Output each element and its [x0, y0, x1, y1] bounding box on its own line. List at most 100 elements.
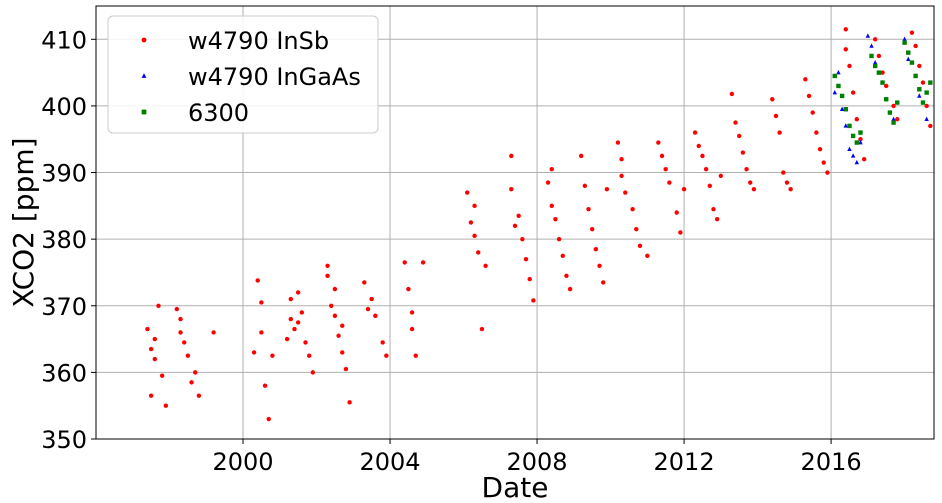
data-point	[659, 153, 665, 159]
legend-marker	[141, 37, 147, 43]
data-point	[884, 97, 889, 102]
data-point	[509, 186, 514, 192]
data-point	[560, 253, 565, 259]
data-point	[527, 276, 532, 282]
y-tick-label: 410	[41, 26, 87, 54]
data-point	[556, 236, 562, 242]
data-point	[586, 206, 591, 212]
data-point	[861, 157, 867, 162]
legend-marker	[141, 109, 147, 115]
data-point	[839, 106, 845, 112]
data-point	[465, 190, 470, 195]
data-point	[858, 139, 863, 145]
data-point	[707, 183, 712, 189]
data-point	[270, 353, 275, 358]
data-point	[512, 223, 518, 229]
data-point	[472, 233, 477, 239]
y-tick-label: 350	[41, 426, 87, 454]
data-point	[858, 130, 863, 135]
data-point	[714, 216, 720, 222]
data-point	[740, 150, 746, 155]
data-point	[380, 340, 385, 345]
data-point	[681, 186, 687, 192]
data-point	[880, 70, 885, 75]
data-point	[839, 93, 845, 99]
data-point	[674, 210, 679, 215]
data-point	[373, 313, 378, 318]
data-point	[850, 153, 856, 158]
data-point	[597, 263, 602, 268]
data-point	[854, 117, 860, 122]
data-point	[692, 130, 698, 135]
data-point	[836, 83, 841, 89]
y-axis-title: XCO2 [ppm]	[7, 137, 40, 307]
legend: w4790 InSb w4790 InGaAs 6300	[107, 15, 379, 134]
data-point	[729, 91, 735, 97]
data-point	[869, 43, 874, 48]
data-point	[262, 383, 268, 388]
data-point	[152, 356, 158, 362]
data-point	[523, 256, 529, 262]
data-point	[869, 53, 874, 59]
x-axis-title: Date	[482, 471, 549, 503]
data-point	[773, 113, 779, 119]
data-point	[924, 90, 929, 95]
data-point	[409, 326, 415, 332]
data-point	[531, 298, 536, 303]
data-point	[259, 330, 264, 335]
legend-label: w4790 InSb	[188, 27, 329, 55]
data-point	[854, 140, 860, 145]
data-point	[924, 103, 929, 109]
data-point	[770, 97, 775, 102]
data-point	[310, 370, 316, 375]
data-point	[718, 173, 724, 179]
data-point	[193, 370, 198, 375]
data-point	[578, 153, 584, 159]
data-point	[696, 143, 701, 149]
plot-frame	[95, 5, 935, 440]
x-tick-label: 2016	[801, 448, 862, 476]
data-point	[887, 110, 893, 115]
data-point	[751, 186, 757, 192]
data-point	[872, 59, 878, 65]
data-point	[902, 40, 907, 45]
data-point	[332, 313, 338, 318]
data-point	[182, 340, 187, 345]
data-point	[156, 303, 161, 308]
data-point	[817, 147, 823, 152]
data-point	[288, 296, 293, 302]
x-tick-label: 2008	[507, 448, 568, 476]
data-point	[343, 366, 349, 372]
data-point	[604, 186, 610, 192]
data-point	[189, 380, 194, 385]
data-point	[145, 326, 150, 332]
data-point	[516, 213, 521, 219]
data-point	[825, 170, 830, 175]
data-point	[906, 50, 911, 55]
data-point	[913, 73, 918, 79]
series-triangle	[832, 33, 929, 165]
data-point	[917, 63, 922, 69]
data-point	[623, 190, 628, 195]
x-axis-ticks: 2000 2004 2008 2012 2016	[212, 439, 862, 476]
data-point	[656, 140, 661, 145]
y-tick-label: 370	[41, 293, 87, 321]
data-point	[744, 167, 749, 172]
data-point	[634, 226, 639, 232]
data-point	[854, 159, 860, 165]
data-point	[700, 153, 705, 159]
data-point	[843, 47, 848, 52]
data-point	[549, 203, 554, 209]
data-point	[292, 326, 297, 332]
data-point	[917, 87, 922, 92]
data-point	[483, 263, 488, 268]
data-point	[733, 120, 738, 125]
data-point	[737, 133, 742, 139]
y-tick-label: 380	[41, 226, 87, 254]
data-point	[884, 83, 889, 89]
data-point	[340, 350, 345, 355]
data-point	[564, 273, 569, 278]
legend-marker	[141, 73, 147, 78]
data-point	[295, 320, 301, 325]
